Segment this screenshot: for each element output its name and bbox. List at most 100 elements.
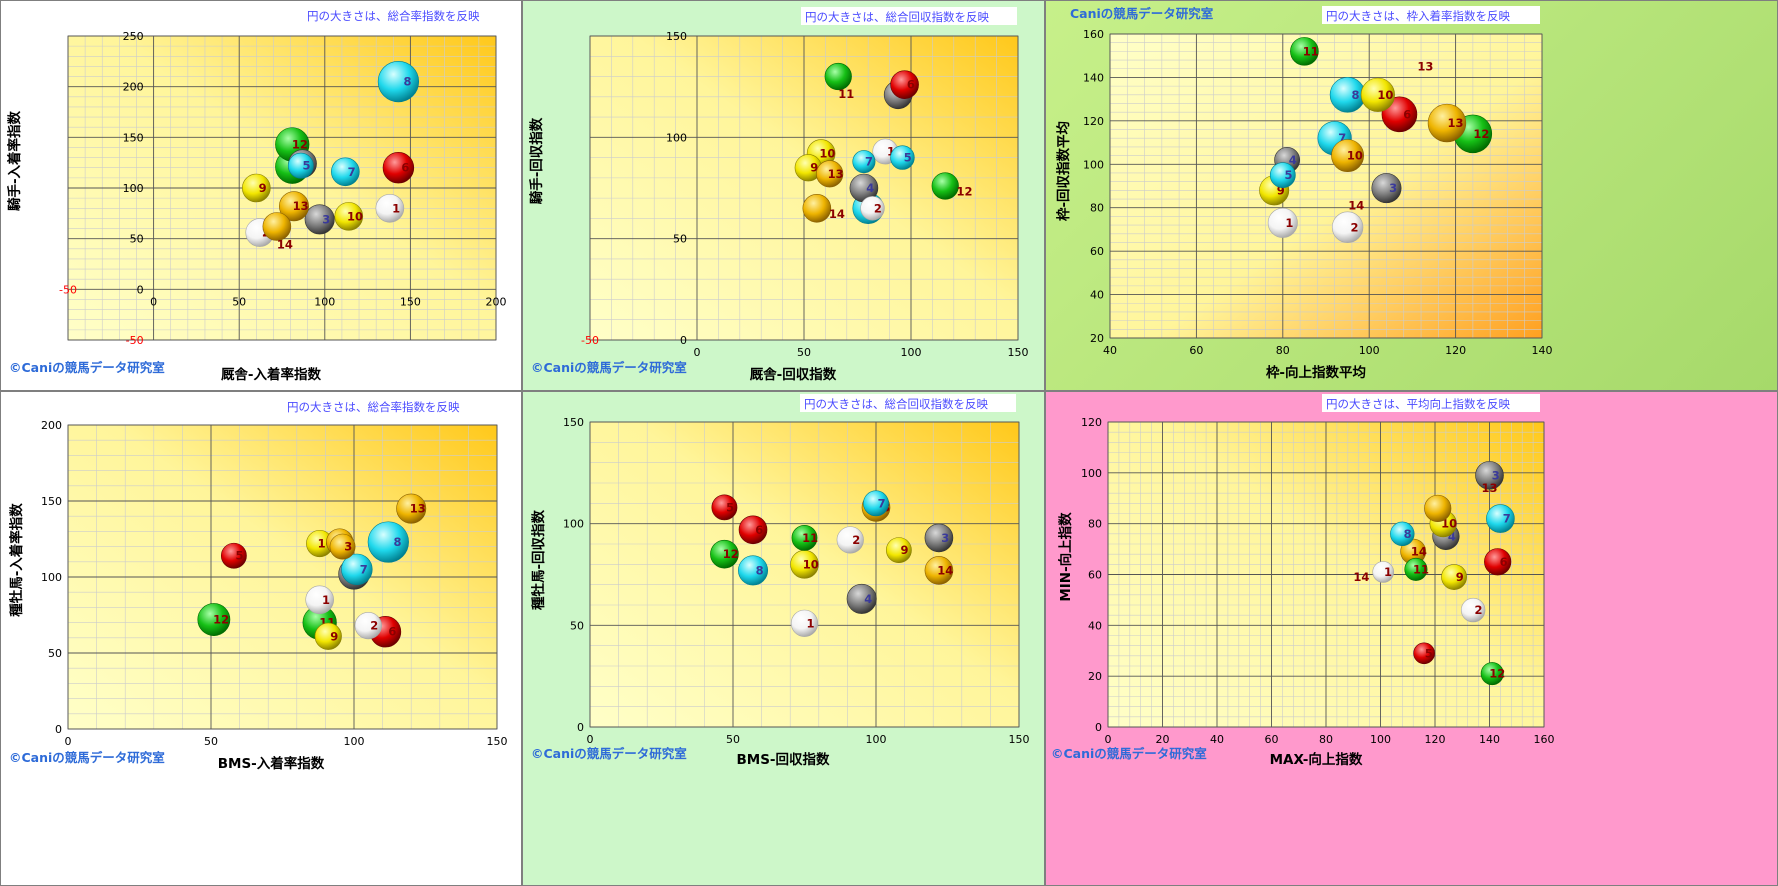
data-point-11: 11 <box>1290 37 1319 66</box>
bubble <box>924 556 954 585</box>
data-label: 11 <box>838 87 854 101</box>
data-label: 1 <box>1384 565 1392 579</box>
y-tick-label: 60 <box>1090 245 1104 258</box>
x-axis-title: 厩舎-回収指数 <box>750 366 837 383</box>
data-label: 14 <box>1348 199 1364 213</box>
copyright-text: ©Caniの競馬データ研究室 <box>1051 746 1207 761</box>
bubble <box>1480 662 1504 686</box>
data-label: 12 <box>1489 667 1505 681</box>
data-point-13 <box>1424 494 1452 523</box>
bubble <box>711 494 738 521</box>
x-tick-label: -50 <box>59 283 77 296</box>
data-point-5: 5 <box>1413 642 1435 665</box>
data-label: 1 <box>392 201 400 215</box>
data-label: 1 <box>1285 216 1293 230</box>
data-label: 11 <box>1413 562 1429 576</box>
data-label: 9 <box>330 629 338 643</box>
copyright-text: ©Caniの競馬データ研究室 <box>531 746 687 761</box>
data-label: 5 <box>1284 168 1292 182</box>
bubble <box>1404 557 1428 581</box>
x-tick-label: 40 <box>1210 733 1224 746</box>
data-label: 13 <box>828 167 844 181</box>
x-tick-label: 40 <box>1103 344 1117 357</box>
data-point-6: 6 <box>890 70 919 99</box>
bubble <box>816 160 844 188</box>
data-point-7: 7 <box>341 553 373 586</box>
data-label: 12 <box>292 137 308 151</box>
data-label: 3 <box>1389 181 1397 195</box>
data-label: 11 <box>802 531 818 545</box>
x-tick-label: 20 <box>1156 733 1170 746</box>
data-point-14: 14 <box>802 193 845 223</box>
data-label: 4 <box>864 592 872 606</box>
data-point-1: 1 <box>375 193 405 223</box>
data-point-8: 8 <box>738 555 769 586</box>
y-axis-title: 種牡馬-回収指数 <box>530 509 547 610</box>
major-grid <box>67 424 498 730</box>
y-tick-label: 100 <box>41 571 62 584</box>
data-point-3: 3 <box>329 533 356 560</box>
major-grid <box>67 35 497 341</box>
copyright-text: ©Caniの競馬データ研究室 <box>9 750 165 765</box>
data-label: 3 <box>344 540 352 554</box>
bubble <box>197 603 231 636</box>
bubble <box>220 542 247 569</box>
x-tick-label: 60 <box>1189 344 1203 357</box>
y-tick-label: 200 <box>41 419 62 432</box>
data-point-1: 1 <box>1267 207 1298 238</box>
data-point-8: 8 <box>1329 77 1366 113</box>
bubble <box>305 585 334 615</box>
bubble <box>824 62 852 91</box>
chart-panel-stable-jockey-return: -50 0 50 100 150 0 50 100 150 円の大きさは、総合回収指数を反映 ©Ca… <box>522 0 1045 391</box>
chart-title: 円の大きさは、総合回収指数を反映 <box>804 397 988 411</box>
data-label: 9 <box>259 181 267 195</box>
x-tick-label: 60 <box>1265 733 1279 746</box>
copyright-text: ©Caniの競馬データ研究室 <box>9 360 165 375</box>
scatter-chart-4: 0 50 100 150 0 50 100 150 200 円の大きさは、総合率指数を反映 ©Can… <box>8 400 508 772</box>
data-label: 8 <box>1351 88 1359 102</box>
data-point-2: 2 <box>1460 597 1486 623</box>
x-tick-label: 150 <box>400 295 421 308</box>
data-point-14: 14 <box>262 212 293 252</box>
y-tick-label: 80 <box>1090 202 1104 215</box>
scatter-chart-5: 0 50 100 150 0 50 100 150 円の大きさは、総合回収指数を反映 ©Caniの… <box>530 394 1030 768</box>
x-tick-label: 0 <box>1105 733 1112 746</box>
copyright-text: ©Caniの競馬データ研究室 <box>531 360 687 375</box>
data-point-2: 2 <box>836 526 864 554</box>
x-tick-label: -50 <box>581 334 599 347</box>
x-axis-title: 枠-向上指数平均 <box>1266 364 1366 381</box>
data-point-1: 1 <box>305 585 334 615</box>
major-grid <box>589 35 1019 341</box>
note-box <box>1322 394 1540 412</box>
data-label: 10 <box>1377 88 1393 102</box>
data-point-3: 3 <box>304 204 335 235</box>
data-label: 10 <box>1347 149 1363 163</box>
data-point-6: 6 <box>738 515 768 545</box>
y-tick-label: 60 <box>1088 569 1102 582</box>
x-tick-label: 50 <box>232 295 246 308</box>
data-point-12: 12 <box>931 172 973 200</box>
y-tick-label: 200 <box>123 81 144 94</box>
x-tick-label: 0 <box>150 295 157 308</box>
data-label: 12 <box>723 547 739 561</box>
bubble <box>890 70 919 99</box>
y-tick-label: 140 <box>1083 71 1104 84</box>
data-label: 6 <box>755 523 763 537</box>
bubble <box>931 172 959 200</box>
data-label: 9 <box>1277 183 1285 197</box>
chart-panel-max-min-improvement: 0 20 40 60 80 100 120 140 160 0 20 40 60 80 100 120 円の大き… <box>1045 391 1778 886</box>
bubble <box>1486 504 1515 533</box>
data-point-5: 5 <box>1269 162 1296 189</box>
x-tick-label: 0 <box>587 733 594 746</box>
data-point-5: 5 <box>711 494 738 521</box>
data-label: 7 <box>865 155 873 169</box>
bubble <box>1413 642 1435 665</box>
data-point-1: 1 <box>790 609 819 637</box>
y-tick-label: 150 <box>123 131 144 144</box>
chart-title: 円の大きさは、平均向上指数を反映 <box>1326 397 1510 411</box>
data-label: 13 <box>1417 60 1433 74</box>
bubble <box>287 152 314 179</box>
bubble <box>304 204 335 235</box>
data-label: 7 <box>1338 131 1346 145</box>
y-tick-label: 40 <box>1090 289 1104 302</box>
